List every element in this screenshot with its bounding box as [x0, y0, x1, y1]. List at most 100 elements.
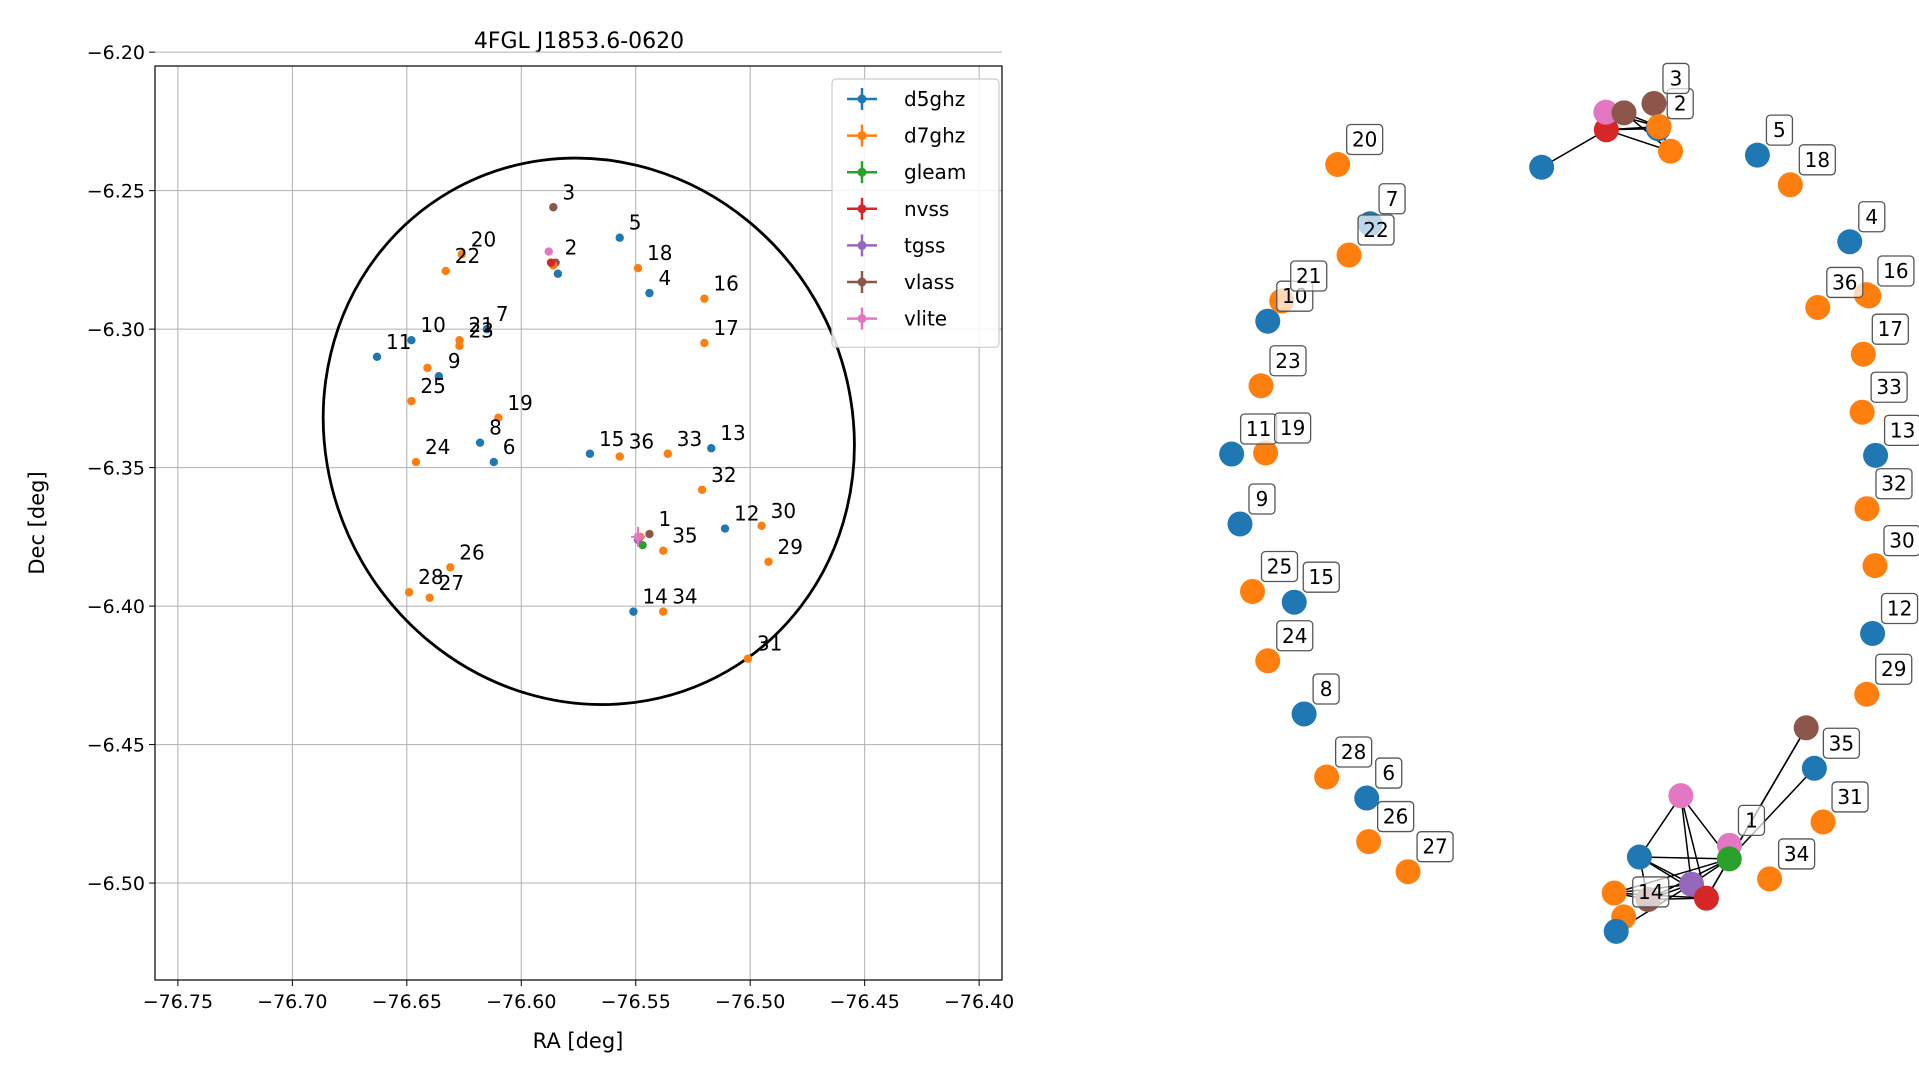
network-node-label: 12	[1880, 592, 1919, 625]
scatter-point-d7ghz	[700, 294, 709, 303]
scatter-point-d7ghz	[743, 654, 753, 663]
scatter-point-label: 36	[629, 430, 654, 454]
network-node-label: 22	[1357, 214, 1395, 246]
network-node-d7ghz	[1777, 172, 1803, 198]
network-node-label: 34	[1777, 838, 1816, 870]
scatter-point-label: 10	[420, 313, 445, 337]
network-node-d7ghz	[1854, 681, 1880, 707]
scatter-point-d5ghz	[407, 336, 416, 345]
network-node-label: 15	[1302, 561, 1340, 593]
network-label-box	[1831, 781, 1869, 813]
scatter-point-label: 16	[713, 272, 738, 296]
network-label-box	[1875, 468, 1913, 500]
network-node-vlite	[1593, 99, 1619, 125]
network-node-label: 27	[1416, 831, 1454, 863]
network-label-box	[1826, 266, 1864, 299]
scatter-point-d7ghz	[407, 396, 416, 406]
scatter-point-d5ghz	[372, 352, 382, 362]
network-label-text: 4	[1865, 205, 1878, 229]
network-edges	[1541, 111, 1815, 932]
grid	[155, 51, 1002, 980]
legend-marker-vlite	[857, 314, 867, 324]
legend: d5ghz d7ghz gleam nvss tgss vlass vlite	[831, 78, 1000, 348]
network-label-text: 27	[1422, 835, 1447, 859]
scatter-point-label: 35	[672, 524, 697, 548]
network-node-label: 21	[1290, 260, 1328, 292]
scatter-point-vlass	[645, 529, 654, 539]
network-node-gleam	[1716, 846, 1742, 872]
network-node-d7ghz	[1325, 152, 1351, 178]
network-node-d7ghz	[1658, 138, 1684, 164]
scatter-point-d5ghz	[475, 438, 485, 447]
network-node-label: 25	[1260, 550, 1299, 583]
scatter-point-label: 33	[677, 427, 702, 451]
y-tick-label: −6.45	[87, 735, 145, 757]
network-node-label: 11	[1239, 413, 1278, 445]
x-tick-label: −76.65	[372, 991, 442, 1013]
scatter-point-label: 7	[496, 302, 509, 326]
legend-label-tgss: tgss	[904, 233, 945, 257]
network-label-box	[1883, 524, 1919, 557]
legend-label-vlite: vlite	[904, 307, 947, 331]
network-label-box	[1777, 838, 1816, 870]
network-label-box	[1798, 144, 1836, 176]
scatter-point-d7ghz	[455, 341, 464, 350]
y-tick-label: −6.30	[87, 319, 145, 341]
network-label-box	[1302, 561, 1340, 593]
network-node-d5ghz	[1837, 229, 1863, 255]
scatter-point-label: 1	[658, 507, 671, 531]
chart-title: 4FGL J1853.6-0620	[474, 29, 684, 54]
scatter-point-d7ghz	[425, 593, 434, 602]
scatter-point-label: 32	[711, 463, 736, 487]
scatter-points	[372, 203, 773, 663]
scatter-point-label: 25	[420, 374, 445, 398]
scatter-point-d5ghz	[585, 449, 595, 458]
network-edge	[1639, 856, 1730, 860]
scatter-point-label: 22	[455, 244, 480, 268]
scatter-point-label: 21	[468, 313, 493, 337]
network-label-text: 26	[1383, 805, 1408, 829]
network-node-vlass	[1793, 715, 1819, 741]
scatter-point-label: 2	[565, 236, 578, 260]
network-label-box	[1269, 345, 1307, 377]
network-node-d5ghz	[1744, 142, 1770, 168]
network-label-box	[1662, 62, 1690, 95]
x-tick-label: −76.50	[715, 991, 785, 1013]
network-label-text: 20	[1352, 128, 1377, 152]
scatter-point-label: 18	[647, 241, 672, 265]
scatter-point-label: 12	[734, 502, 759, 526]
network-edge	[1680, 795, 1693, 885]
scatter-point-label: 30	[771, 499, 796, 523]
network-label-box	[1378, 183, 1406, 215]
legend-label-d7ghz: d7ghz	[904, 124, 965, 148]
network-label-text: 35	[1829, 731, 1854, 755]
network-label-box	[1375, 757, 1403, 789]
scatter-point-label: 15	[599, 427, 624, 451]
network-node-d5ghz	[1255, 308, 1281, 334]
legend-label-gleam: gleam	[904, 160, 966, 184]
network-node-label: 32	[1875, 468, 1913, 500]
network-node-d7ghz	[1862, 553, 1888, 579]
network-label-text: 2	[1674, 92, 1687, 116]
network-node-label: 20	[1346, 123, 1384, 156]
network-node-label: 8	[1312, 673, 1340, 705]
y-ticks: −6.20 −6.25 −6.30 −6.35 −6.40 −6.45 −6.50	[87, 42, 155, 895]
network-node-label: 1	[1737, 804, 1766, 837]
scatter-point-d7ghz	[411, 457, 421, 467]
x-tick-label: −76.60	[486, 991, 556, 1013]
network-node-d7ghz	[1849, 399, 1875, 425]
scatter-point-d7ghz	[441, 266, 450, 276]
legend-marker-d5ghz	[857, 94, 867, 104]
x-tick-label: −76.70	[257, 991, 327, 1013]
network-node-d7ghz	[1356, 829, 1382, 855]
scatter-point-label: 14	[642, 585, 667, 609]
scatter-point-gleam	[638, 540, 647, 550]
network-node-labels: 1234567891011121314151617181920212223242…	[1239, 62, 1919, 908]
network-label-text: 31	[1837, 785, 1862, 809]
network-node-d5ghz	[1227, 511, 1253, 537]
network-node-nvss	[1693, 885, 1719, 911]
network-label-text: 11	[1246, 417, 1271, 441]
scatter-point-d5ghz	[645, 288, 654, 298]
network-label-text: 16	[1883, 259, 1908, 283]
